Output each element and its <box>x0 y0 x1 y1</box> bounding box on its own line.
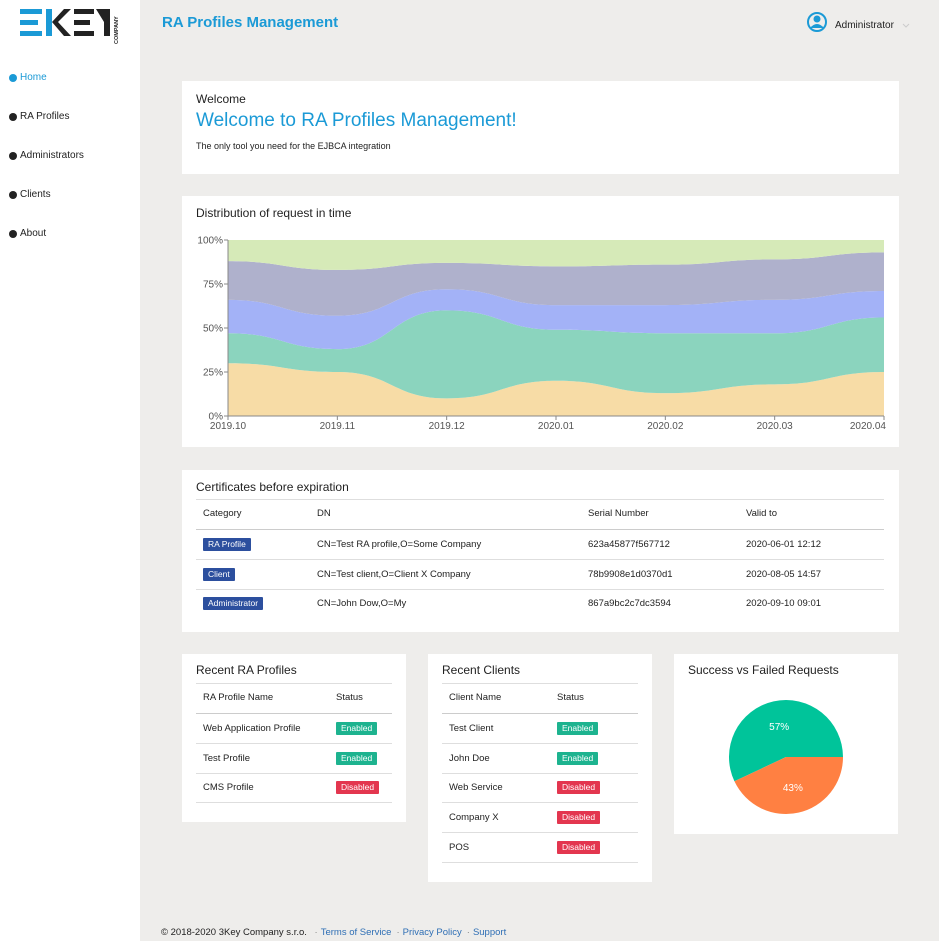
divider <box>196 743 392 744</box>
nav-item[interactable]: About <box>20 228 47 239</box>
badge: Enabled <box>336 722 378 735</box>
cell: POS <box>449 841 470 853</box>
nav-icon <box>9 113 17 121</box>
requests-card: Success vs Failed Requests <box>674 654 898 834</box>
cell: 2020-06-01 12:12 <box>746 539 822 550</box>
badge: Enabled <box>557 722 599 735</box>
recent-profiles-card: Recent RA Profiles RA Profile Name Status… <box>182 654 406 822</box>
separator: · <box>314 927 318 938</box>
column-header: Serial Number <box>588 508 649 519</box>
welcome-card: Welcome Welcome to RA Profiles Managemen… <box>182 81 899 174</box>
column-header: Status <box>557 692 584 703</box>
separator: · <box>396 927 400 938</box>
card-title: Certificates before expiration <box>196 480 349 494</box>
card-title: Recent RA Profiles <box>196 663 297 677</box>
cell: 78b9908e1d0370d1 <box>588 568 673 580</box>
badge: Disabled <box>557 811 601 825</box>
cell: John Doe <box>449 752 490 764</box>
divider <box>196 802 392 804</box>
divider <box>442 802 638 804</box>
cell: 2020-08-05 14:57 <box>746 568 822 580</box>
nav-item[interactable]: Clients <box>20 189 51 200</box>
copyright: © 2018-2020 3Key Company s.r.o. <box>161 927 307 938</box>
divider <box>442 832 638 834</box>
column-header: DN <box>317 508 331 519</box>
footer-link[interactable]: Privacy Policy <box>402 927 462 938</box>
column-header: Status <box>336 692 363 703</box>
nav-item[interactable]: Home <box>20 72 47 83</box>
nav-icon <box>9 74 17 82</box>
cell: Company X <box>449 812 499 824</box>
divider <box>442 683 638 684</box>
footer: © 2018-2020 3Key Company s.r.o. · Terms o… <box>161 927 506 939</box>
divider <box>196 588 884 590</box>
divider <box>442 743 638 744</box>
divider <box>196 713 392 714</box>
chart-title: Distribution of request in time <box>196 206 352 220</box>
cell: CN=Test client,O=Client X Company <box>317 568 471 580</box>
divider <box>442 861 638 863</box>
cell: Test Profile <box>203 752 250 764</box>
badge: Disabled <box>557 781 601 795</box>
divider <box>196 529 884 530</box>
nav-item[interactable]: RA Profiles <box>20 111 70 122</box>
column-header: Client Name <box>449 692 502 703</box>
welcome-text: The only tool you need for the EJBCA int… <box>196 141 391 151</box>
separator: · <box>466 927 470 938</box>
column-header: Category <box>203 508 242 519</box>
column-header: RA Profile Name <box>203 692 274 703</box>
badge: Enabled <box>336 751 378 765</box>
badge: RA Profile <box>203 538 251 551</box>
cell: 2020-09-10 09:01 <box>746 598 822 610</box>
cell: 867a9bc2c7dc3594 <box>588 598 671 610</box>
cell: CN=John Dow,O=My <box>317 598 407 610</box>
nav-icon <box>9 191 17 199</box>
certificates-card: Certificates before expiration Category D… <box>182 470 899 632</box>
nav-icon <box>9 152 17 160</box>
badge: Client <box>203 567 235 581</box>
badge: Enabled <box>557 751 599 765</box>
recent-clients-card: Recent Clients Client Name Status Test Cli… <box>428 654 652 882</box>
cell: CMS Profile <box>203 782 254 794</box>
column-header: Valid to <box>746 508 777 519</box>
card-title: Recent Clients <box>442 663 521 677</box>
badge: Administrator <box>203 597 264 611</box>
footer-link[interactable]: Terms of Service <box>320 927 392 938</box>
nav-item[interactable]: Administrators <box>20 150 84 161</box>
cell: 623a45877f567712 <box>588 539 670 550</box>
welcome-title: Welcome to RA Profiles Management! <box>196 110 517 131</box>
divider <box>196 499 884 500</box>
nav-icon <box>9 230 17 238</box>
cell: Web Service <box>449 782 503 794</box>
cell: CN=Test RA profile,O=Some Company <box>317 539 482 550</box>
distribution-card: Distribution of request in time <box>182 196 899 447</box>
cell: Web Application Profile <box>203 723 301 734</box>
badge: Disabled <box>557 840 601 854</box>
welcome-heading: Welcome <box>196 92 246 106</box>
divider <box>442 772 638 774</box>
divider <box>442 713 638 714</box>
footer-link[interactable]: Support <box>472 927 507 938</box>
badge: Disabled <box>336 781 380 795</box>
divider <box>196 683 392 684</box>
divider <box>196 559 884 560</box>
sidebar <box>0 0 140 941</box>
header-title: RA Profiles Management <box>162 14 339 31</box>
divider <box>196 772 392 774</box>
user-name[interactable]: Administrator <box>835 20 894 31</box>
cell: Test Client <box>449 723 494 734</box>
card-title: Success vs Failed Requests <box>688 663 839 677</box>
